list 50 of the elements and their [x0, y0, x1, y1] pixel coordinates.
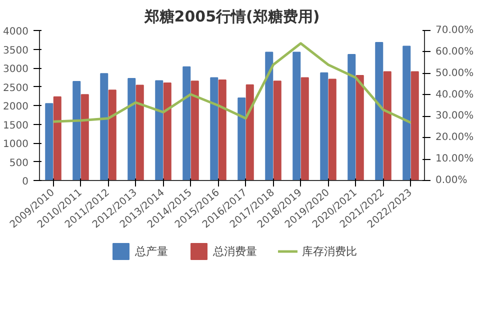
bar	[155, 80, 164, 180]
legend-label: 总产量	[135, 244, 168, 258]
legend-label: 库存消费比	[302, 244, 357, 258]
y-tick-label: 0	[22, 176, 29, 188]
bar	[300, 77, 309, 180]
bar	[163, 82, 172, 180]
bar	[108, 90, 116, 180]
bar	[53, 96, 62, 180]
bar	[190, 80, 199, 180]
bar	[273, 80, 282, 180]
y-tick-label: 2000	[3, 102, 29, 112]
bar	[210, 77, 218, 180]
y2-tick-label: 10.00%	[436, 154, 474, 165]
y2-tick-label: 0.00%	[436, 175, 468, 186]
y-tick-label: 1000	[3, 139, 29, 150]
y-tick-label: 3000	[3, 64, 29, 75]
bar	[402, 46, 411, 180]
y2-tick-label: 50.00%	[436, 68, 474, 79]
bar	[80, 94, 89, 180]
bar	[72, 81, 81, 180]
bar	[238, 98, 246, 180]
y2-tick-label: 60.00%	[436, 46, 474, 58]
bar	[246, 84, 254, 180]
legend-label: 总消费量	[213, 244, 257, 258]
bar	[182, 66, 191, 180]
line-series	[52, 42, 412, 124]
bar	[218, 80, 226, 180]
y-tick-label: 2500	[3, 82, 29, 94]
y2-tick-label: 40.00%	[436, 89, 474, 100]
chart-title: 郑糖2005行情(郑糖费用)	[143, 8, 320, 26]
bar	[45, 103, 54, 180]
bar	[410, 71, 419, 180]
y-tick-label: 1500	[3, 120, 29, 132]
bar	[100, 73, 108, 180]
bar	[356, 75, 364, 180]
bar	[348, 54, 356, 180]
bar	[265, 52, 274, 180]
y2-tick-label: 20.00%	[436, 132, 474, 144]
y-tick-label: 4000	[3, 26, 29, 38]
bar	[320, 72, 328, 180]
y-tick-label: 3500	[3, 45, 29, 56]
bar	[328, 78, 336, 180]
bar	[292, 52, 301, 180]
bar	[128, 78, 136, 180]
y2-tick-label: 30.00%	[436, 110, 474, 122]
bar	[375, 42, 384, 180]
y-tick-label: 500	[9, 158, 29, 169]
bar	[136, 84, 144, 180]
y2-tick-label: 70.00%	[436, 25, 474, 36]
bar	[383, 71, 392, 180]
